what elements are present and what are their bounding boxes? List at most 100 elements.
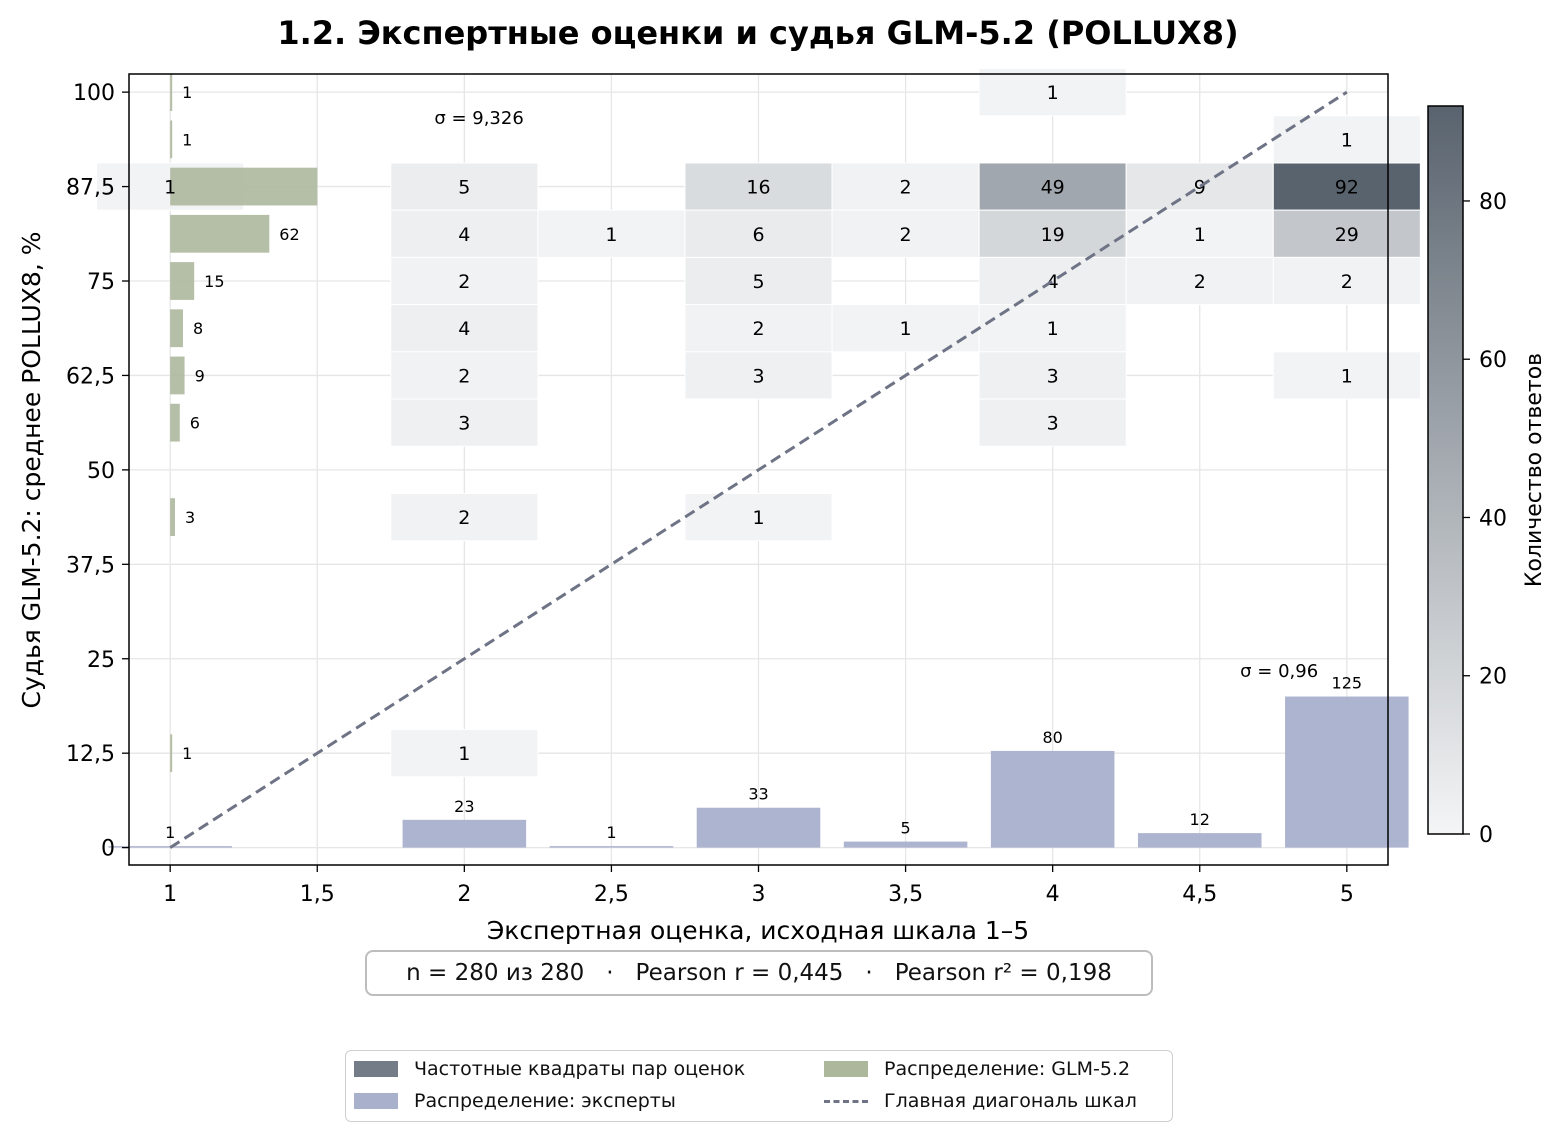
y-tick-label: 87,5: [66, 176, 115, 201]
legend-label: Главная диагональ шкал: [884, 1090, 1137, 1112]
heatmap-cell-label: 29: [1335, 224, 1359, 246]
heatmap-cell-label: 1: [1341, 365, 1353, 387]
legend-swatch-experts: [354, 1093, 398, 1109]
heatmap-cell: [390, 398, 539, 447]
judge-distribution-label: 15: [204, 272, 224, 291]
colorbar-label: Количество ответов: [1522, 353, 1547, 587]
judge-distribution-bar: [170, 734, 173, 773]
judge-distribution-label: 1: [182, 83, 192, 102]
heatmap-cell-label: 4: [458, 318, 470, 340]
heatmap-cell: [978, 68, 1127, 117]
legend-label: Частотные квадраты пар оценок: [414, 1058, 746, 1080]
stats-box: n = 280 из 280 · Pearson r = 0,445 · Pearson…: [365, 950, 1153, 996]
heatmap-cell: [390, 729, 539, 778]
judge-distribution-bar: [170, 214, 270, 253]
expert-distribution-label: 33: [748, 785, 768, 804]
judge-distribution-bar: [170, 120, 173, 159]
heatmap-cell: [684, 351, 833, 400]
heatmap-cell: [831, 162, 980, 211]
heatmap-cell: [978, 398, 1127, 447]
colorbar-tick-label: 60: [1479, 348, 1507, 373]
colorbar-tick-label: 0: [1479, 823, 1493, 848]
heatmap-cell-label: 4: [1047, 271, 1059, 293]
judge-distribution-bar: [170, 356, 185, 395]
x-tick-label: 1: [163, 882, 177, 907]
x-tick-label: 2,5: [594, 882, 629, 907]
heatmap-cell: [537, 209, 686, 258]
judge-distribution-bar: [170, 167, 318, 206]
heatmap-cell: [1272, 162, 1421, 211]
judge-distribution-bar: [170, 498, 175, 536]
expert-distribution-label: 5: [900, 819, 910, 838]
expert-distribution-bar: [402, 819, 527, 848]
judge-distribution-label: 8: [193, 319, 203, 338]
expert-sigma-label: σ = 0,96: [1240, 661, 1318, 682]
judge-distribution-bar: [170, 262, 195, 300]
heatmap-cell-label: 5: [752, 271, 764, 293]
heatmap-cell: [831, 209, 980, 258]
heatmap-cell-label: 2: [1194, 271, 1206, 293]
x-tick-label: 4: [1046, 882, 1060, 907]
heatmap-cell: [684, 304, 833, 353]
judge-distribution-label: 9: [195, 366, 205, 385]
heatmap-cell: [1272, 256, 1421, 306]
x-axis-label: Экспертная оценка, исходная шкала 1–5: [487, 916, 1029, 945]
x-tick-label: 2: [457, 882, 471, 907]
heatmap-cell-label: 2: [458, 271, 470, 293]
heatmap-cell-label: 1: [1047, 82, 1059, 104]
y-tick-label: 12,5: [66, 742, 115, 767]
stats-pearson-r2: Pearson r² = 0,198: [894, 960, 1112, 986]
heatmap-cell: [1125, 256, 1274, 306]
legend-swatch-judge: [824, 1061, 868, 1077]
legend: Частотные квадраты пар оценок Распределе…: [345, 1050, 1173, 1122]
judge-distribution-label: 1: [182, 130, 192, 149]
colorbar-tick-label: 20: [1479, 665, 1507, 690]
heatmap-cell: [390, 256, 539, 306]
judge-distribution-label: 62: [279, 225, 299, 244]
heatmap-cell: [390, 304, 539, 353]
expert-distribution-bar: [696, 807, 821, 848]
legend-item-judge: Распределение: GLM-5.2: [824, 1057, 1130, 1081]
heatmap-cell-label: 2: [752, 318, 764, 340]
x-tick-label: 1,5: [300, 882, 335, 907]
y-tick-label: 0: [101, 837, 115, 862]
heatmap-cell-label: 92: [1335, 177, 1359, 199]
judge-distribution-label: 3: [185, 508, 195, 527]
heatmap-cell-label: 6: [752, 224, 764, 246]
heatmap-cell-label: 49: [1041, 177, 1065, 199]
heatmap-cell-label: 2: [900, 177, 912, 199]
expert-distribution-bar: [843, 841, 968, 848]
legend-item-experts: Распределение: эксперты: [354, 1089, 676, 1113]
heatmap-cell: [1272, 209, 1421, 258]
expert-distribution-bar: [1137, 833, 1262, 848]
diagonal-line: [169, 90, 1348, 849]
legend-label: Распределение: GLM-5.2: [884, 1058, 1131, 1080]
expert-distribution-bar: [1285, 696, 1409, 848]
heatmap-cell-label: 1: [164, 177, 176, 199]
heatmap-cell-label: 3: [1047, 365, 1059, 387]
x-tick-label: 3: [752, 882, 766, 907]
heatmap-cell: [684, 492, 833, 542]
legend-swatch-cells: [354, 1061, 398, 1077]
heatmap-cell-label: 19: [1041, 224, 1065, 246]
judge-sigma-label: σ = 9,326: [434, 108, 523, 129]
legend-swatch-diagonal: [824, 1099, 868, 1103]
heatmap-cell: [978, 162, 1127, 211]
y-tick-label: 100: [73, 81, 115, 106]
expert-distribution-bar: [549, 846, 674, 848]
heatmap-cell-label: 1: [900, 318, 912, 340]
x-tick-label: 3,5: [888, 882, 923, 907]
legend-item-cells: Частотные квадраты пар оценок: [354, 1057, 745, 1081]
colorbar-tick-label: 40: [1479, 506, 1507, 531]
heatmap-cell-label: 1: [458, 743, 470, 765]
y-axis-label: Судья GLM-5.2: среднее POLLUX8, %: [17, 232, 46, 709]
heatmap-cell-label: 1: [1047, 318, 1059, 340]
heatmap-cell: [1272, 115, 1421, 164]
heatmap-cell-label: 2: [458, 365, 470, 387]
y-tick-label: 25: [87, 648, 115, 673]
judge-distribution-bar: [170, 309, 183, 348]
heatmap-cell-label: 1: [752, 507, 764, 529]
heatmap-cell-label: 4: [458, 224, 470, 246]
heatmap-cell-label: 2: [1341, 271, 1353, 293]
